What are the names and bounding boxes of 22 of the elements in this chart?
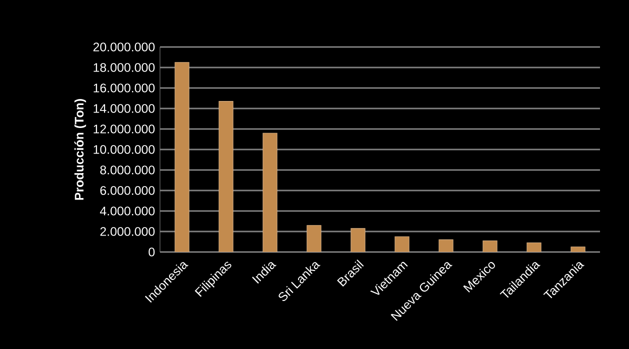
- y-tick-label: 2.000.000: [100, 227, 155, 236]
- bar: [394, 236, 410, 252]
- y-tick-label: 16.000.000: [94, 84, 155, 92]
- bar: [438, 239, 454, 252]
- y-tick-label: 10.000.000: [94, 145, 155, 154]
- y-tick-label: 20.000.000: [93, 42, 155, 52]
- bar: [350, 228, 366, 252]
- bar: [174, 62, 190, 252]
- y-tick-label: 4.000.000: [100, 206, 155, 216]
- bar: [262, 132, 278, 252]
- y-tick-label: 12.000.000: [94, 124, 155, 134]
- bar: [570, 246, 586, 252]
- y-tick-label: 8.000.000: [100, 166, 155, 174]
- y-tick-label: 14.000.000: [94, 104, 155, 113]
- bar: [482, 240, 498, 252]
- y-tick-label: 6.000.000: [100, 186, 155, 195]
- bar: [306, 225, 322, 252]
- y-axis-title: Producción (Ton): [74, 99, 86, 200]
- bar: [526, 242, 542, 252]
- y-tick-label: 18.000.000: [94, 63, 155, 72]
- y-tick-label: 0: [148, 248, 155, 256]
- bar: [218, 101, 234, 252]
